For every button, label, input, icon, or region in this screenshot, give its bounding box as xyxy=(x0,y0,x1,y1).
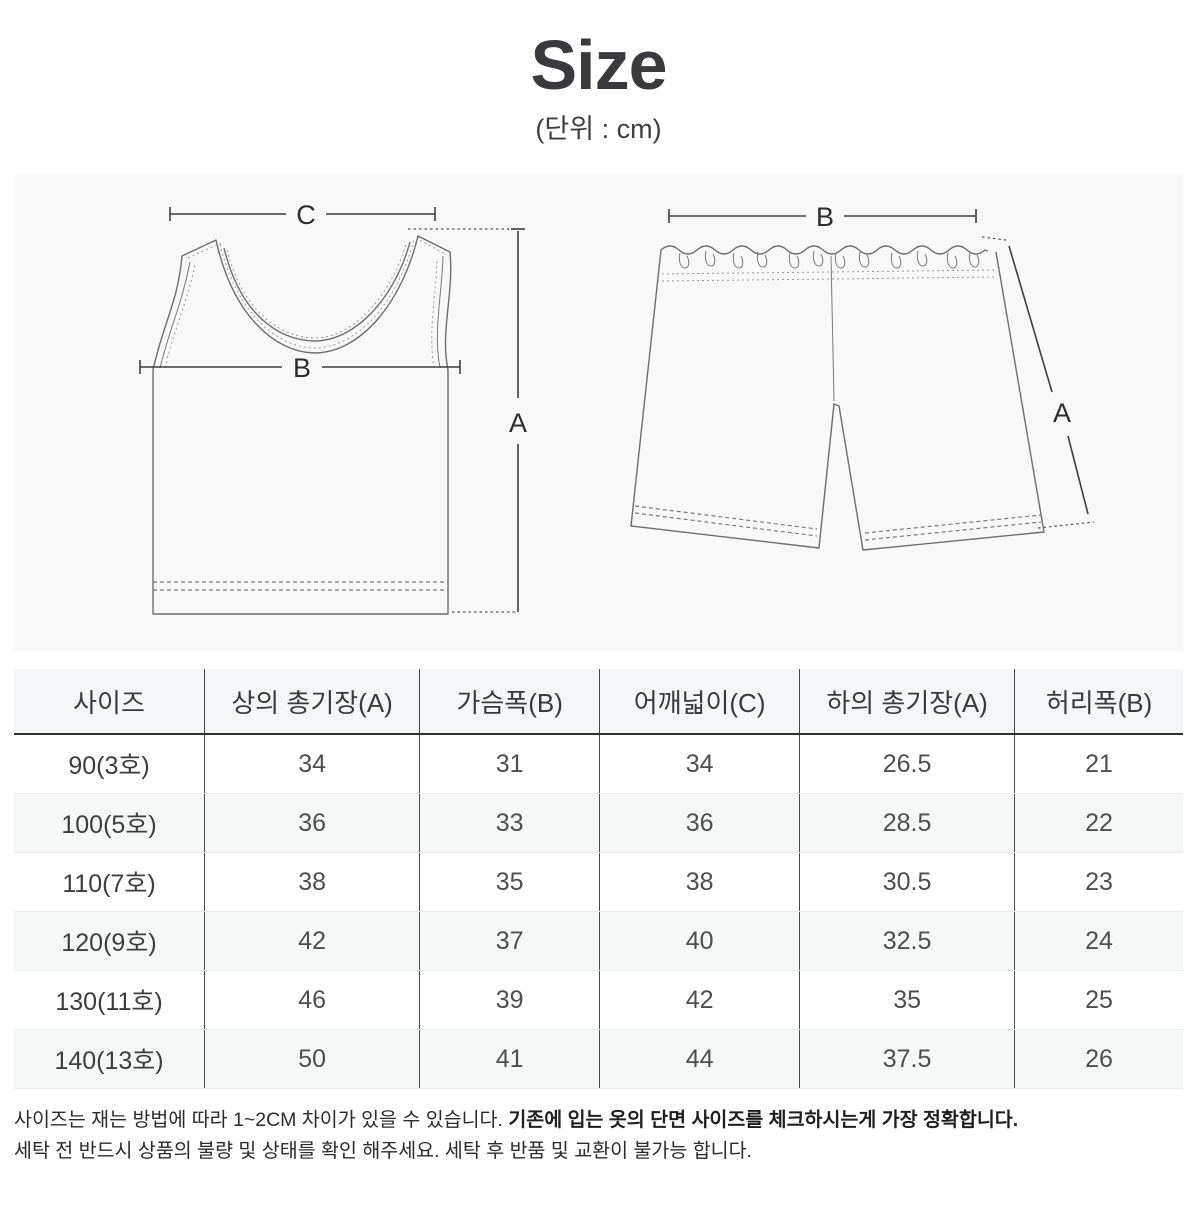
table-row: 120(9호) 42 37 40 32.5 24 xyxy=(14,911,1183,972)
cell-value: 24 xyxy=(1014,911,1183,972)
dim-label-a-bottom: A xyxy=(1053,398,1071,428)
cell-value: 44 xyxy=(599,1029,800,1090)
cell-value: 37.5 xyxy=(799,1029,1015,1090)
cell-value: 46 xyxy=(204,970,420,1031)
unit-note: (단위 : cm) xyxy=(535,114,662,145)
footnote-1-normal: 사이즈는 재는 방법에 따라 1~2CM 차이가 있을 수 있습니다. xyxy=(14,1109,509,1132)
cell-value: 33 xyxy=(419,793,600,854)
cell-value: 40 xyxy=(599,911,800,972)
table-row: 90(3호) 34 31 34 26.5 21 xyxy=(14,734,1183,795)
cell-value: 21 xyxy=(1014,734,1183,795)
page-title: Size xyxy=(530,26,667,104)
table-row: 110(7호) 38 35 38 30.5 23 xyxy=(14,852,1183,913)
header-top-length: 상의 총기장(A) xyxy=(204,669,420,736)
cell-value: 22 xyxy=(1014,793,1183,854)
table-row: 100(5호) 36 33 36 28.5 22 xyxy=(14,793,1183,854)
dim-label-b-top: B xyxy=(293,353,311,383)
cell-value: 28.5 xyxy=(799,793,1015,854)
cell-value: 39 xyxy=(419,970,600,1031)
header-waist-width: 허리폭(B) xyxy=(1014,669,1183,736)
cell-value: 36 xyxy=(599,793,800,854)
footnote-line-1: 사이즈는 재는 방법에 따라 1~2CM 차이가 있을 수 있습니다. 기존에 … xyxy=(14,1105,1183,1135)
footnote-line-2: 세탁 전 반드시 상품의 불량 및 상태를 확인 해주세요. 세탁 후 반품 및… xyxy=(14,1139,752,1162)
dim-label-c: C xyxy=(296,200,316,230)
cell-value: 34 xyxy=(204,734,420,795)
cell-value: 25 xyxy=(1014,970,1183,1031)
size-table: 사이즈 상의 총기장(A) 가슴폭(B) 어깨넓이(C) 하의 총기장(A) 허… xyxy=(14,669,1183,1090)
cell-value: 23 xyxy=(1014,852,1183,913)
cell-size: 140(13호) xyxy=(14,1029,205,1090)
header-bottom-length: 하의 총기장(A) xyxy=(799,669,1015,736)
dim-label-b-bottom: B xyxy=(816,202,834,232)
table-row: 130(11호) 46 39 42 35 25 xyxy=(14,970,1183,1031)
cell-value: 34 xyxy=(599,734,800,795)
cell-value: 35 xyxy=(419,852,600,913)
cell-value: 26 xyxy=(1014,1029,1183,1090)
cell-value: 42 xyxy=(204,911,420,972)
cell-value: 38 xyxy=(599,852,800,913)
cell-size: 110(7호) xyxy=(14,852,205,913)
header-chest-width: 가슴폭(B) xyxy=(419,669,600,736)
page-header: Size (단위 : cm) xyxy=(0,0,1197,146)
cell-value: 31 xyxy=(419,734,600,795)
cell-value: 32.5 xyxy=(799,911,1015,972)
shorts-diagram: B A xyxy=(606,196,1151,631)
header-shoulder-width: 어깨넓이(C) xyxy=(599,669,800,736)
diagram-panel: C B xyxy=(14,174,1183,652)
cell-value: 35 xyxy=(799,970,1015,1031)
cell-value: 38 xyxy=(204,852,420,913)
cell-value: 36 xyxy=(204,793,420,854)
cell-value: 30.5 xyxy=(799,852,1015,913)
table-row: 140(13호) 50 41 44 37.5 26 xyxy=(14,1029,1183,1090)
footnotes: 사이즈는 재는 방법에 따라 1~2CM 차이가 있을 수 있습니다. 기존에 … xyxy=(14,1105,1183,1165)
cell-size: 90(3호) xyxy=(14,734,205,795)
cell-value: 42 xyxy=(599,970,800,1031)
cell-size: 100(5호) xyxy=(14,793,205,854)
footnote-1-bold: 기존에 입는 옷의 단면 사이즈를 체크하시는게 가장 정확합니다. xyxy=(508,1109,1019,1132)
cell-value: 26.5 xyxy=(799,734,1015,795)
header-row: 사이즈 상의 총기장(A) 가슴폭(B) 어깨넓이(C) 하의 총기장(A) 허… xyxy=(14,669,1183,736)
cell-value: 50 xyxy=(204,1029,420,1090)
sleeveless-top-diagram: C B xyxy=(118,182,568,652)
dim-label-a-top: A xyxy=(509,408,527,438)
header-size: 사이즈 xyxy=(14,669,205,736)
cell-size: 130(11호) xyxy=(14,970,205,1031)
cell-value: 37 xyxy=(419,911,600,972)
cell-value: 41 xyxy=(419,1029,600,1090)
cell-size: 120(9호) xyxy=(14,911,205,972)
